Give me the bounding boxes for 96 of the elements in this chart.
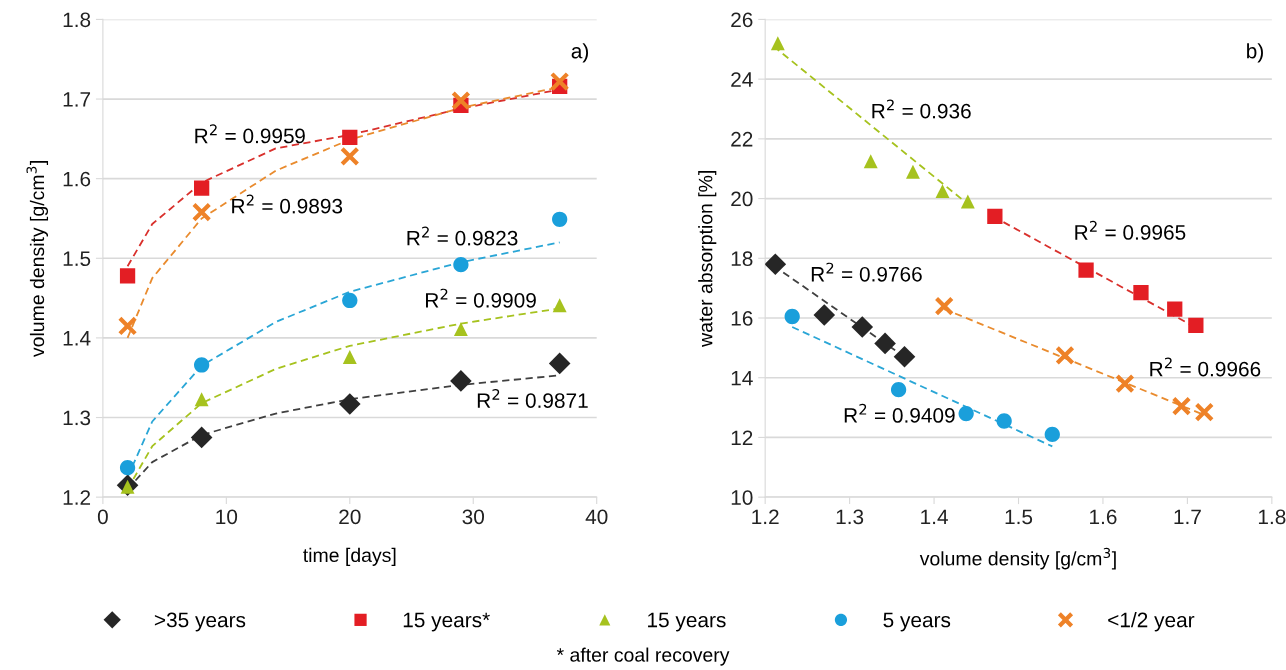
legend-label: 5 years [883,612,951,632]
annotation: b) [1247,43,1263,63]
point [765,253,787,276]
legend-label: 15 years* [403,612,490,632]
legend-label: <1/2 year [1108,612,1195,632]
point [552,298,567,313]
annotation: R$^{2}$ = 0.9966 [1150,357,1261,377]
y-axis-title: volume density [g/cm$^{3}$] [26,161,49,357]
x-tick-label: 1.7 [1174,509,1201,525]
point [342,292,358,309]
point [338,393,361,415]
point [552,211,568,227]
y-tick-label: 10 [731,490,753,505]
annotation: R$^{2}$ = 0.9409 [844,403,955,423]
point [119,268,136,284]
point [194,392,209,407]
y-tick-label: 1.2 [63,490,91,505]
annotation: R$^{2}$ = 0.9965 [1075,220,1186,240]
point [1171,396,1192,416]
point [194,180,210,196]
x-tick-label: 0 [97,509,108,525]
annotation: R$^{2}$ = 0.9823 [407,226,518,246]
y-tick-label: 1.6 [63,171,91,187]
annotation: R$^{2}$ = 0.9893 [232,194,343,214]
x-axis-title: time [days] [303,547,396,566]
point [906,164,920,179]
point [1055,345,1075,366]
point [191,202,212,222]
x-tick-label: 10 [216,509,238,525]
point [342,129,358,145]
annotation: R$^{2}$ = 0.9909 [426,288,536,308]
y-tick-label: 22 [731,131,753,147]
point [958,405,974,422]
legend-label: 15 years [648,612,726,632]
point [549,71,570,92]
y-tick-label: 1.4 [63,331,91,346]
y-tick-label: 14 [731,370,753,386]
point [453,322,468,337]
point [450,370,472,392]
y-tick-label: 1.8 [63,12,91,28]
legend-label: >35 years [154,612,246,632]
point [340,146,360,167]
y-tick-label: 1.5 [63,251,91,267]
point [874,332,896,355]
point [117,316,138,336]
x-tick-label: 1.2 [752,509,779,525]
annotation: R$^{2}$ = 0.9766 [811,262,922,282]
x-tick-label: 1.3 [836,509,864,525]
point [893,346,916,368]
y-tick-label: 1.7 [63,92,91,107]
point [1167,301,1183,317]
point [770,36,785,51]
y-tick-label: 12 [731,430,753,445]
annotation: a) [571,43,589,63]
y-tick-label: 26 [731,12,753,28]
point [1115,373,1135,394]
point [119,460,136,476]
y-tick-label: 16 [731,311,753,326]
x-tick-label: 1.4 [921,509,948,525]
y-tick-label: 24 [731,72,753,87]
y-tick-label: 20 [731,191,753,207]
point [1133,284,1149,301]
point [784,308,800,325]
point [890,382,907,398]
annotation: R$^{2}$ = 0.9959 [195,124,305,144]
point [987,208,1003,225]
text: * after coal recovery [556,647,730,666]
x-tick-label: 20 [339,509,361,525]
x-tick-label: 40 [585,509,608,525]
annotation: R$^{2}$ = 0.936 [872,99,971,119]
x-tick-label: 1.8 [1258,509,1286,525]
x-axis-title: volume density [g/cm$^{3}$] [919,547,1116,570]
y-tick-label: 1.3 [63,410,91,426]
x-tick-label: 1.6 [1090,509,1117,525]
point [342,350,357,364]
x-tick-label: 30 [462,509,485,525]
x-tick-label: 1.5 [1005,509,1033,525]
point [934,296,954,316]
annotation: R$^{2}$ = 0.9871 [477,388,588,408]
point [960,194,975,209]
point [190,426,213,449]
point [453,257,469,273]
point [1188,317,1204,334]
y-tick-label: 18 [731,251,753,267]
y-axis-title: water absorption [%] [698,171,717,347]
point [451,90,471,111]
point [1194,402,1215,422]
point [813,304,836,326]
point [996,413,1012,429]
point [935,184,950,199]
point [1078,262,1094,278]
point [863,154,878,169]
point [851,316,874,338]
point [548,352,571,375]
point [1044,426,1060,443]
point [194,357,210,373]
